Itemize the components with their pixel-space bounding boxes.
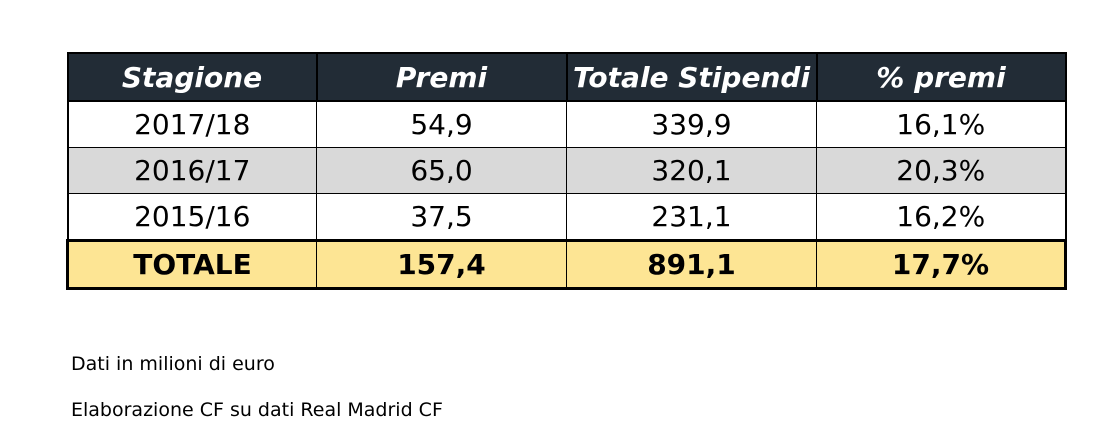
cell-stagione: 2015/16 <box>66 193 317 241</box>
cell-stagione: 2017/18 <box>66 100 317 148</box>
total-premi: 157,4 <box>316 239 567 290</box>
source-note: Elaborazione CF su dati Real Madrid CF <box>71 399 443 421</box>
header-totale-stipendi: Totale Stipendi <box>565 52 818 102</box>
unit-note: Dati in milioni di euro <box>71 353 275 375</box>
cell-totale-stipendi: 320,1 <box>566 147 817 194</box>
header-percent-premi: % premi <box>815 52 1067 102</box>
table-row: 2017/18 54,9 339,9 16,1% <box>66 100 1067 148</box>
cell-totale-stipendi: 231,1 <box>566 193 817 241</box>
cell-premi: 65,0 <box>316 147 567 194</box>
header-stagione: Stagione <box>66 52 318 102</box>
total-totale-stipendi: 891,1 <box>566 239 817 290</box>
salary-bonus-table: Stagione Premi Totale Stipendi % premi 2… <box>66 52 1067 290</box>
cell-premi: 37,5 <box>316 193 567 241</box>
cell-totale-stipendi: 339,9 <box>566 100 817 148</box>
table-row: 2016/17 65,0 320,1 20,3% <box>66 147 1067 194</box>
total-label: TOTALE <box>66 239 317 290</box>
cell-percent-premi: 16,2% <box>816 193 1067 241</box>
table-header-row: Stagione Premi Totale Stipendi % premi <box>66 52 1067 102</box>
total-percent-premi: 17,7% <box>816 239 1067 290</box>
table-total-row: TOTALE 157,4 891,1 17,7% <box>66 239 1067 290</box>
table-row: 2015/16 37,5 231,1 16,2% <box>66 193 1067 241</box>
cell-premi: 54,9 <box>316 100 567 148</box>
header-premi: Premi <box>315 52 568 102</box>
cell-percent-premi: 16,1% <box>816 100 1067 148</box>
cell-stagione: 2016/17 <box>66 147 317 194</box>
cell-percent-premi: 20,3% <box>816 147 1067 194</box>
